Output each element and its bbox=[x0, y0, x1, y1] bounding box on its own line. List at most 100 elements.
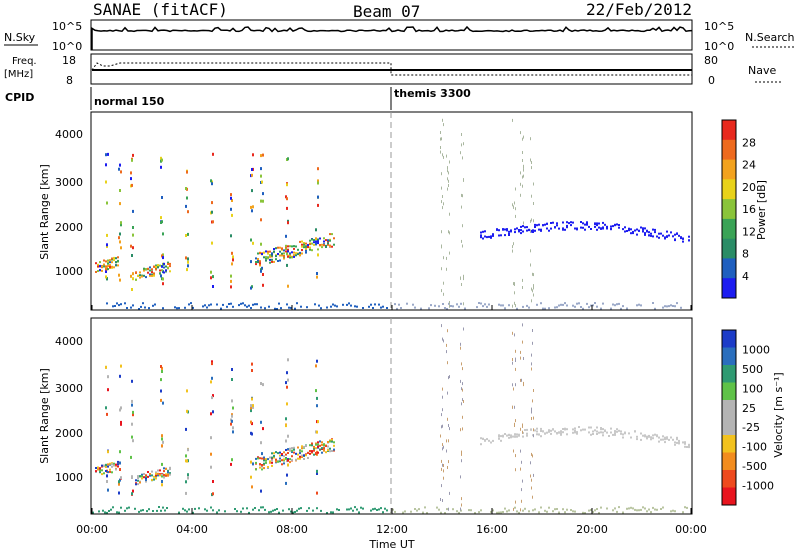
scatter-point bbox=[192, 511, 194, 514]
scatter-point bbox=[342, 303, 344, 306]
scatter-point bbox=[448, 376, 449, 380]
scatter-point bbox=[163, 470, 165, 473]
scatter-point bbox=[618, 506, 620, 509]
scatter-point bbox=[210, 380, 212, 384]
scatter-point bbox=[145, 276, 147, 279]
scatter-point bbox=[512, 245, 513, 249]
scatter-point bbox=[269, 456, 271, 459]
scatter-point bbox=[443, 464, 444, 467]
scatter-point bbox=[330, 511, 332, 514]
scatter-point bbox=[612, 303, 614, 306]
scatter-point bbox=[255, 261, 257, 263]
scatter-point bbox=[522, 278, 523, 282]
scatter-point bbox=[320, 509, 322, 512]
scatter-point bbox=[105, 406, 107, 410]
scatter-point bbox=[267, 458, 269, 461]
scatter-point bbox=[441, 467, 442, 471]
scatter-point bbox=[520, 182, 521, 186]
scatter-point bbox=[558, 511, 560, 514]
scatter-point bbox=[313, 447, 315, 450]
scatter-point bbox=[132, 153, 134, 157]
scatter-point bbox=[574, 510, 576, 513]
scatter-point bbox=[666, 437, 668, 440]
scatter-point bbox=[317, 420, 319, 424]
scatter-point bbox=[688, 235, 690, 238]
scatter-point bbox=[135, 278, 137, 281]
scatter-point bbox=[273, 250, 275, 253]
scatter-point bbox=[461, 193, 462, 197]
scatter-point bbox=[498, 229, 500, 232]
scatter-point bbox=[448, 184, 449, 187]
scatter-point bbox=[260, 174, 262, 178]
scatter-point bbox=[107, 488, 109, 492]
scatter-point bbox=[259, 463, 261, 466]
scatter-point bbox=[285, 246, 287, 249]
scatter-point bbox=[192, 306, 194, 309]
scatter-point bbox=[155, 474, 157, 477]
scatter-point bbox=[508, 436, 510, 439]
scatter-point bbox=[610, 427, 612, 430]
scatter-point bbox=[554, 508, 556, 511]
scatter-point bbox=[458, 511, 460, 514]
scatter-point bbox=[461, 362, 462, 366]
scatter-point bbox=[540, 430, 542, 432]
scatter-point bbox=[560, 303, 562, 306]
scatter-point bbox=[534, 508, 536, 511]
scatter-point bbox=[544, 307, 546, 310]
scatter-point bbox=[463, 400, 464, 403]
scatter-point bbox=[449, 301, 450, 304]
scatter-point bbox=[684, 506, 686, 509]
scatter-point bbox=[119, 468, 121, 471]
scatter-point bbox=[522, 430, 523, 434]
scatter-point bbox=[286, 183, 288, 187]
power-panel-frame bbox=[90, 111, 693, 311]
scatter-point bbox=[438, 508, 440, 511]
scatter-point bbox=[498, 435, 500, 438]
scatter-point bbox=[533, 202, 534, 205]
colorbar-swatch bbox=[722, 400, 736, 418]
scatter-point bbox=[323, 448, 325, 451]
scatter-point bbox=[556, 224, 558, 227]
xtick-2000: 20:00 bbox=[576, 523, 608, 536]
scatter-point bbox=[392, 508, 394, 511]
scatter-point bbox=[624, 226, 626, 229]
scatter-point bbox=[120, 221, 122, 225]
scatter-point bbox=[211, 241, 213, 245]
scatter-point bbox=[682, 237, 684, 240]
scatter-point bbox=[151, 478, 153, 481]
scatter-point bbox=[686, 446, 688, 448]
scatter-point bbox=[231, 251, 233, 255]
scatter-point bbox=[513, 282, 514, 286]
scatter-point bbox=[115, 261, 117, 264]
scatter-point bbox=[285, 244, 287, 247]
scatter-point bbox=[480, 443, 482, 446]
scatter-point bbox=[526, 434, 528, 437]
scatter-point bbox=[163, 467, 165, 470]
nsearch-tick-high: 10^5 bbox=[704, 20, 734, 33]
scatter-point bbox=[159, 272, 161, 275]
scatter-point bbox=[139, 276, 141, 279]
scatter-point bbox=[155, 477, 157, 480]
scatter-point bbox=[297, 248, 299, 251]
scatter-point bbox=[153, 475, 155, 478]
colorbar-swatch bbox=[722, 487, 736, 506]
scatter-point bbox=[520, 232, 522, 235]
scatter-point bbox=[398, 303, 400, 306]
scatter-point bbox=[159, 469, 161, 472]
scatter-point bbox=[285, 247, 287, 250]
scatter-point bbox=[118, 167, 120, 171]
scatter-point bbox=[120, 170, 122, 174]
scatter-point bbox=[312, 509, 314, 512]
velocity-colorbar-tick: -500 bbox=[742, 460, 767, 473]
scatter-point bbox=[676, 438, 678, 441]
scatter-point bbox=[508, 433, 510, 436]
scatter-point bbox=[159, 473, 161, 476]
scatter-point bbox=[331, 245, 333, 248]
scatter-point bbox=[463, 277, 464, 281]
scatter-point bbox=[668, 305, 670, 308]
scatter-point bbox=[448, 171, 449, 175]
scatter-point bbox=[588, 509, 590, 512]
scatter-point bbox=[460, 151, 461, 155]
scatter-point bbox=[142, 302, 144, 305]
scatter-point bbox=[382, 305, 384, 308]
